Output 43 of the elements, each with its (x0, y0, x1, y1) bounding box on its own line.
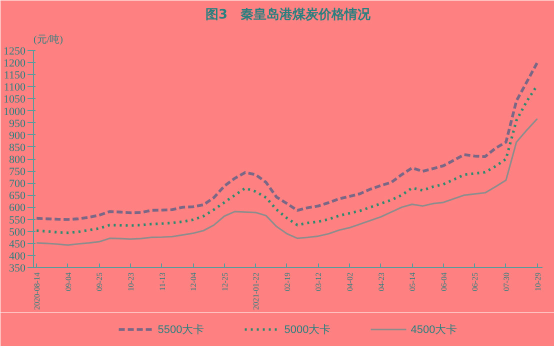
x-tick-label: 05-14 (408, 272, 418, 292)
x-tick-label: 09-25 (95, 272, 104, 292)
y-tick-label: 600 (9, 202, 26, 214)
x-tick-label: 11-13 (158, 272, 167, 291)
y-tick-label: 750 (9, 166, 26, 178)
x-tick-label: 2021-01-22 (252, 272, 261, 310)
x-tick-label: 2020-08-14 (32, 272, 42, 310)
x-tick-label: 06-25 (470, 272, 480, 292)
y-tick-label: 550 (9, 214, 26, 226)
y-tick-label: 650 (9, 190, 26, 202)
y-tick-label: 700 (9, 178, 26, 190)
x-tick-label: 10-29 (533, 272, 542, 292)
y-axis-title: (元/吨) (34, 34, 63, 46)
line-series (36, 118, 538, 246)
legend-label: 5000大卡 (284, 322, 331, 336)
x-tick-label: 04-23 (376, 272, 386, 292)
y-tick-label: 400 (9, 250, 26, 262)
chart-title: 图3 秦皇岛港煤炭价格情况 (205, 8, 372, 22)
y-tick-label: 950 (9, 118, 26, 130)
legend-label: 4500大卡 (410, 322, 458, 336)
x-tick-label: 02-19 (282, 272, 292, 292)
y-tick-label: 850 (9, 142, 26, 154)
x-tick-label: 12-04 (189, 272, 198, 292)
y-tick-label: 1200 (4, 58, 26, 70)
y-tick-label: 1050 (4, 94, 26, 106)
x-tick-label: 04-02 (346, 272, 355, 292)
y-tick-label: 1150 (4, 70, 26, 82)
x-tick-label: 12-25 (220, 272, 230, 292)
y-tick-label: 800 (9, 154, 26, 166)
legend-label: 5500大卡 (158, 322, 204, 336)
y-tick-label: 1250 (4, 46, 26, 58)
y-tick-label: 500 (9, 226, 26, 238)
y-tick-label: 900 (9, 130, 26, 142)
x-tick-label: 06-04 (439, 272, 448, 292)
x-tick-label: 07-30 (502, 272, 511, 292)
x-tick-label: 10-23 (126, 272, 136, 292)
x-tick-label: 09-04 (64, 272, 73, 292)
y-tick-label: 350 (9, 262, 26, 274)
y-tick-label: 1000 (4, 106, 26, 118)
y-tick-label: 1100 (4, 82, 26, 94)
x-tick-label: 03-12 (314, 272, 324, 292)
y-tick-label: 450 (9, 238, 26, 250)
line-series (35, 61, 539, 221)
